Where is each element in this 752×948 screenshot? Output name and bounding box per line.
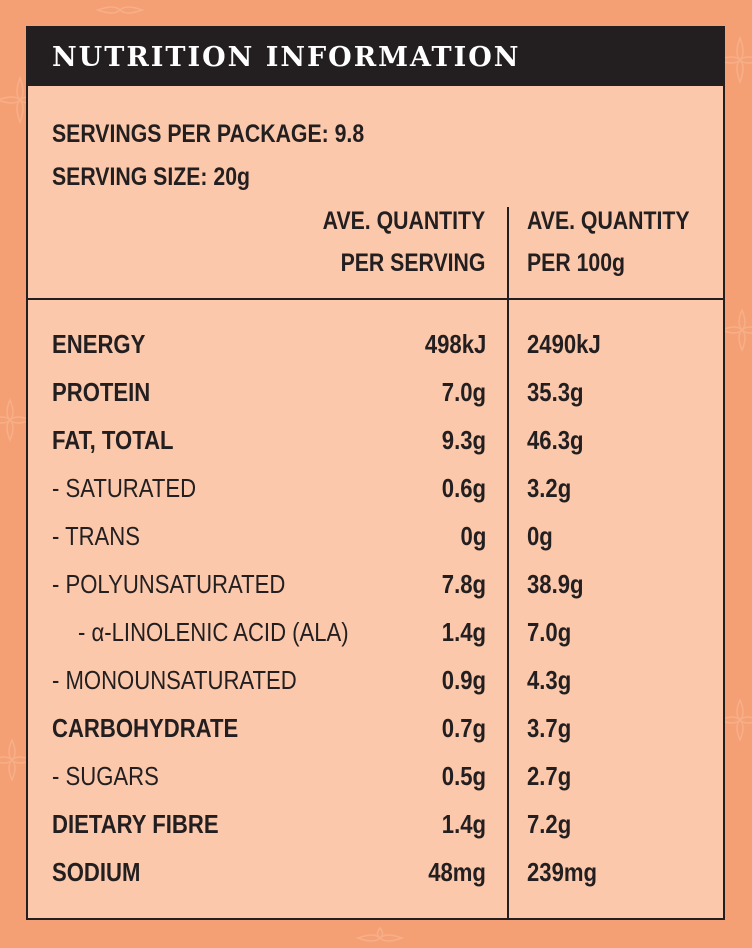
table-row: - MONOUNSATURATED 0.9g 4.3g [28,656,723,704]
per-100g-value: 4.3g [527,665,572,695]
per-100g-value: 0g [527,521,553,551]
per-serving-value: 1.4g [441,617,486,647]
nutrient-name: FAT, TOTAL [52,425,174,455]
table-row: - α-LINOLENIC ACID (ALA) 1.4g 7.0g [28,608,723,656]
nutrient-name: - SUGARS [52,761,159,791]
nutrition-panel: NUTRITION INFORMATION SERVINGS PER PACKA… [26,26,725,920]
per-serving-header-line1: AVE. QUANTITY [322,207,485,235]
table-row: - SATURATED 0.6g 3.2g [28,464,723,512]
table-row: - TRANS 0g 0g [28,512,723,560]
per-serving-header-line2: PER SERVING [340,249,485,277]
per-100g-value: 3.7g [527,713,572,743]
per-100g-value: 46.3g [527,425,584,455]
per-100g-value: 7.0g [527,617,572,647]
serving-size: SERVING SIZE: 20g [52,163,250,191]
nutrient-name: - SATURATED [52,473,197,503]
table-row: - SUGARS 0.5g 2.7g [28,752,723,800]
per-serving-value: 0.5g [441,761,486,791]
per-serving-value: 7.8g [441,569,486,599]
per-serving-value: 9.3g [441,425,486,455]
table-row: DIETARY FIBRE 1.4g 7.2g [28,800,723,848]
nutrient-name: - α-LINOLENIC ACID (ALA) [78,617,349,647]
table-row: - POLYUNSATURATED 7.8g 38.9g [28,560,723,608]
title-bar: NUTRITION INFORMATION [28,28,723,86]
nutrient-name: SODIUM [52,857,141,887]
per-serving-value: 1.4g [441,809,486,839]
per-100g-value: 35.3g [527,377,584,407]
table-row: FAT, TOTAL 9.3g 46.3g [28,416,723,464]
per-100g-value: 38.9g [527,569,584,599]
nutrient-name: - POLYUNSATURATED [52,569,286,599]
column-divider [507,207,509,920]
table-row: ENERGY 498kJ 2490kJ [28,320,723,368]
nutrient-name: CARBOHYDRATE [52,713,239,743]
per-100g-value: 2.7g [527,761,572,791]
per-100g-value: 239mg [527,857,598,887]
per-100g-value: 2490kJ [527,329,601,359]
per-100g-value: 7.2g [527,809,572,839]
nutrient-name: PROTEIN [52,377,151,407]
per-serving-value: 0g [460,521,486,551]
table-row: PROTEIN 7.0g 35.3g [28,368,723,416]
per-100g-value: 3.2g [527,473,572,503]
nutrient-name: - MONOUNSATURATED [52,665,297,695]
table-row: CARBOHYDRATE 0.7g 3.7g [28,704,723,752]
per-serving-value: 7.0g [441,377,486,407]
header-divider [28,298,723,300]
per-serving-value: 498kJ [424,329,486,359]
per-serving-value: 0.9g [441,665,486,695]
panel-title: NUTRITION INFORMATION [52,42,521,73]
per-serving-value: 48mg [428,857,486,887]
per-serving-value: 0.7g [441,713,486,743]
nutrient-name: - TRANS [52,521,141,551]
per-100g-header-line1: AVE. QUANTITY [527,207,690,235]
nutrient-name: ENERGY [52,329,146,359]
nutrient-name: DIETARY FIBRE [52,809,219,839]
per-serving-value: 0.6g [441,473,486,503]
servings-per-package: SERVINGS PER PACKAGE: 9.8 [52,120,365,148]
per-100g-header-line2: PER 100g [527,249,626,277]
table-row: SODIUM 48mg 239mg [28,848,723,896]
